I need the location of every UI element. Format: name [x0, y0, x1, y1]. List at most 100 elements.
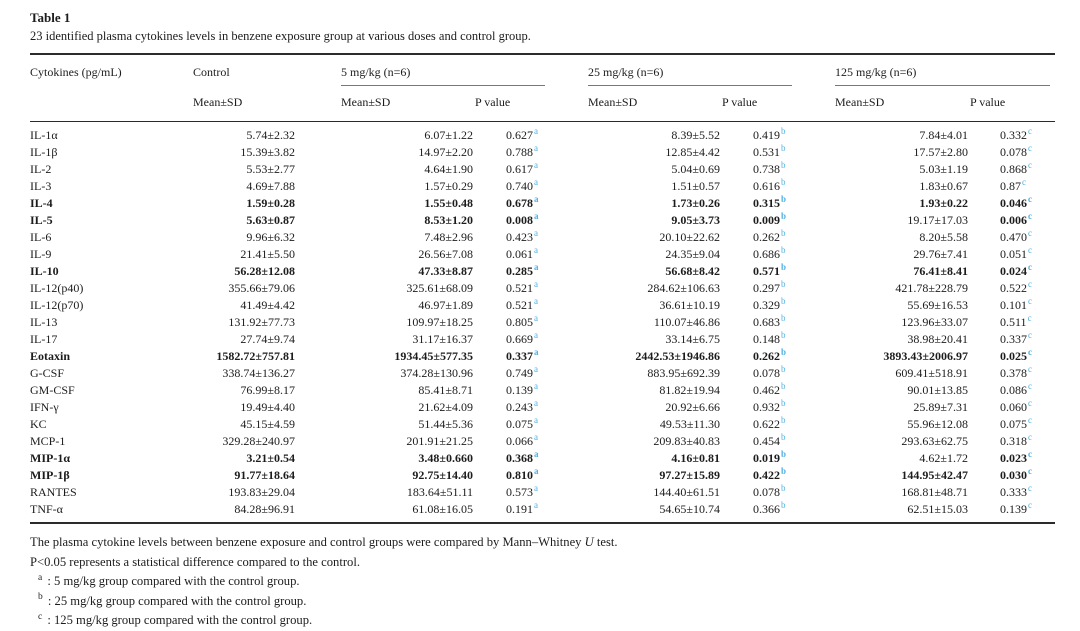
- footnote-method: The plasma cytokine levels between benze…: [30, 535, 618, 549]
- control-mean-sd: 76.99±8.17: [240, 383, 295, 397]
- p-value-superscript: c: [1028, 126, 1032, 136]
- control-mean-sd: 5.74±2.32: [246, 128, 295, 142]
- table-row: MIP-1α 3.21±0.54 3.48±0.660 0.368a 4.16±0.81…: [30, 450, 1055, 467]
- d125-mean-sd: 421.78±228.79: [895, 281, 968, 295]
- p-value-superscript: c: [1028, 160, 1032, 170]
- d25-mean-sd: 110.07±46.86: [653, 315, 720, 329]
- d5-p-value: 0.617a: [506, 160, 538, 177]
- p-value-superscript: a: [534, 313, 538, 323]
- p-value-superscript: b: [781, 449, 787, 459]
- p-value-superscript: c: [1028, 228, 1032, 238]
- table-row: IFN-γ 19.49±4.40 21.62±4.09 0.243a 20.92±6.6…: [30, 399, 1055, 416]
- d125-mean-sd: 17.57±2.80: [913, 145, 968, 159]
- p-value-superscript: b: [781, 330, 786, 340]
- control-mean-sd: 1.59±0.28: [246, 196, 295, 210]
- control-mean-sd: 15.39±3.82: [240, 145, 295, 159]
- group-header-125mgkg: 125 mg/kg (n=6): [835, 54, 1055, 95]
- d125-p-value: 0.030c: [1000, 466, 1032, 483]
- d25-mean-sd: 20.10±22.62: [659, 230, 720, 244]
- p-value-superscript: a: [534, 143, 538, 153]
- footnote-item: b : 25 mg/kg group compared with the con…: [38, 592, 307, 608]
- p-value-superscript: a: [534, 262, 539, 272]
- d25-p-value: 0.019b: [753, 449, 787, 466]
- table-row: IL-1β 15.39±3.82 14.97±2.20 0.788a 12.85±4.4…: [30, 144, 1055, 161]
- d125-p-value: 0.046c: [1000, 194, 1032, 211]
- p-value-superscript: b: [781, 194, 787, 204]
- cytokine-name: IL-17: [30, 332, 58, 346]
- d25-p-value: 0.262b: [753, 228, 786, 245]
- p-value-superscript: a: [534, 228, 538, 238]
- cytokine-name: IL-12(p40): [30, 281, 84, 295]
- d125-p-value: 0.333c: [1000, 483, 1032, 500]
- control-mean-sd: 56.28±12.08: [234, 264, 295, 278]
- d5-mean-sd: 31.17±16.37: [412, 332, 473, 346]
- p-value-superscript: a: [534, 381, 538, 391]
- d25-mean-sd: 144.40±61.51: [653, 485, 720, 499]
- subheader-5mgkg-meansd: Mean±SD: [341, 95, 391, 109]
- d5-mean-sd: 1.55±0.48: [424, 196, 473, 210]
- cytokines-table: Cytokines (pg/mL) Control 5 mg/kg (n=6) …: [30, 53, 1055, 524]
- control-mean-sd: 338.74±136.27: [222, 366, 295, 380]
- d5-mean-sd: 51.44±5.36: [418, 417, 473, 431]
- p-value-superscript: a: [534, 177, 538, 187]
- d125-mean-sd: 1.83±0.67: [919, 179, 968, 193]
- p-value-superscript: c: [1028, 211, 1032, 221]
- d5-mean-sd: 109.97±18.25: [406, 315, 473, 329]
- group-header-25mgkg: 25 mg/kg (n=6): [588, 54, 835, 95]
- table-row: IL-9 21.41±5.50 26.56±7.08 0.061a 24.35±9.04…: [30, 246, 1055, 263]
- table-row: IL-5 5.63±0.87 8.53±1.20 0.008a 9.05±3.73 0.0…: [30, 212, 1055, 229]
- d5-p-value: 0.139a: [506, 381, 538, 398]
- table-row: MIP-1β 91.77±18.64 92.75±14.40 0.810a 97.27±…: [30, 467, 1055, 484]
- d25-mean-sd: 12.85±4.42: [665, 145, 720, 159]
- d25-p-value: 0.315b: [753, 194, 787, 211]
- p-value-superscript: c: [1028, 279, 1032, 289]
- d5-p-value: 0.810a: [506, 466, 539, 483]
- d125-mean-sd: 62.51±15.03: [907, 502, 968, 516]
- d5-p-value: 0.008a: [506, 211, 539, 228]
- d5-p-value: 0.285a: [506, 262, 539, 279]
- p-value-superscript: c: [1028, 330, 1032, 340]
- p-value-superscript: b: [781, 347, 787, 357]
- d125-p-value: 0.337c: [1000, 330, 1032, 347]
- d25-mean-sd: 33.14±6.75: [665, 332, 720, 346]
- d5-p-value: 0.573a: [506, 483, 538, 500]
- p-value-superscript: a: [534, 364, 538, 374]
- table-row: IL-6 9.96±6.32 7.48±2.96 0.423a 20.10±22.62 0…: [30, 229, 1055, 246]
- d125-mean-sd: 55.96±12.08: [907, 417, 968, 431]
- d25-p-value: 0.262b: [753, 347, 787, 364]
- d25-p-value: 0.932b: [753, 398, 786, 415]
- cytokine-name: MIP-1α: [30, 451, 71, 465]
- cytokine-name: MCP-1: [30, 434, 66, 448]
- d25-mean-sd: 2442.53±1946.86: [635, 349, 720, 363]
- d125-mean-sd: 25.89±7.31: [913, 400, 968, 414]
- d25-mean-sd: 56.68±8.42: [665, 264, 720, 278]
- d25-p-value: 0.329b: [753, 296, 786, 313]
- p-value-superscript: c: [1022, 177, 1026, 187]
- d5-mean-sd: 47.33±8.87: [418, 264, 473, 278]
- p-value-superscript: c: [1028, 398, 1032, 408]
- d5-p-value: 0.669a: [506, 330, 538, 347]
- footnote-superscript: c: [38, 611, 43, 622]
- d125-mean-sd: 1.93±0.22: [919, 196, 968, 210]
- d125-mean-sd: 144.95±42.47: [901, 468, 968, 482]
- d5-mean-sd: 26.56±7.08: [418, 247, 473, 261]
- control-mean-sd: 45.15±4.59: [240, 417, 295, 431]
- cytokine-name: KC: [30, 417, 47, 431]
- p-value-superscript: c: [1028, 500, 1032, 510]
- p-value-superscript: a: [534, 126, 538, 136]
- p-value-superscript: c: [1028, 466, 1032, 476]
- d125-mean-sd: 293.63±62.75: [901, 434, 968, 448]
- p-value-superscript: c: [1027, 313, 1032, 323]
- d5-p-value: 0.061a: [506, 245, 538, 262]
- d25-mean-sd: 4.16±0.81: [671, 451, 720, 465]
- d125-mean-sd: 90.01±13.85: [907, 383, 968, 397]
- group-header-5mgkg: 5 mg/kg (n=6): [341, 54, 588, 95]
- cytokine-name: Eotaxin: [30, 349, 71, 363]
- p-value-superscript: b: [781, 143, 786, 153]
- d25-p-value: 0.366b: [753, 500, 786, 517]
- subheader-25mgkg-pvalue: P value: [722, 95, 758, 109]
- d5-p-value: 0.805a: [506, 313, 538, 330]
- d125-p-value: 0.511c: [1000, 313, 1032, 330]
- cytokine-name: IL-2: [30, 162, 52, 176]
- cytokine-name: IL-12(p70): [30, 298, 84, 312]
